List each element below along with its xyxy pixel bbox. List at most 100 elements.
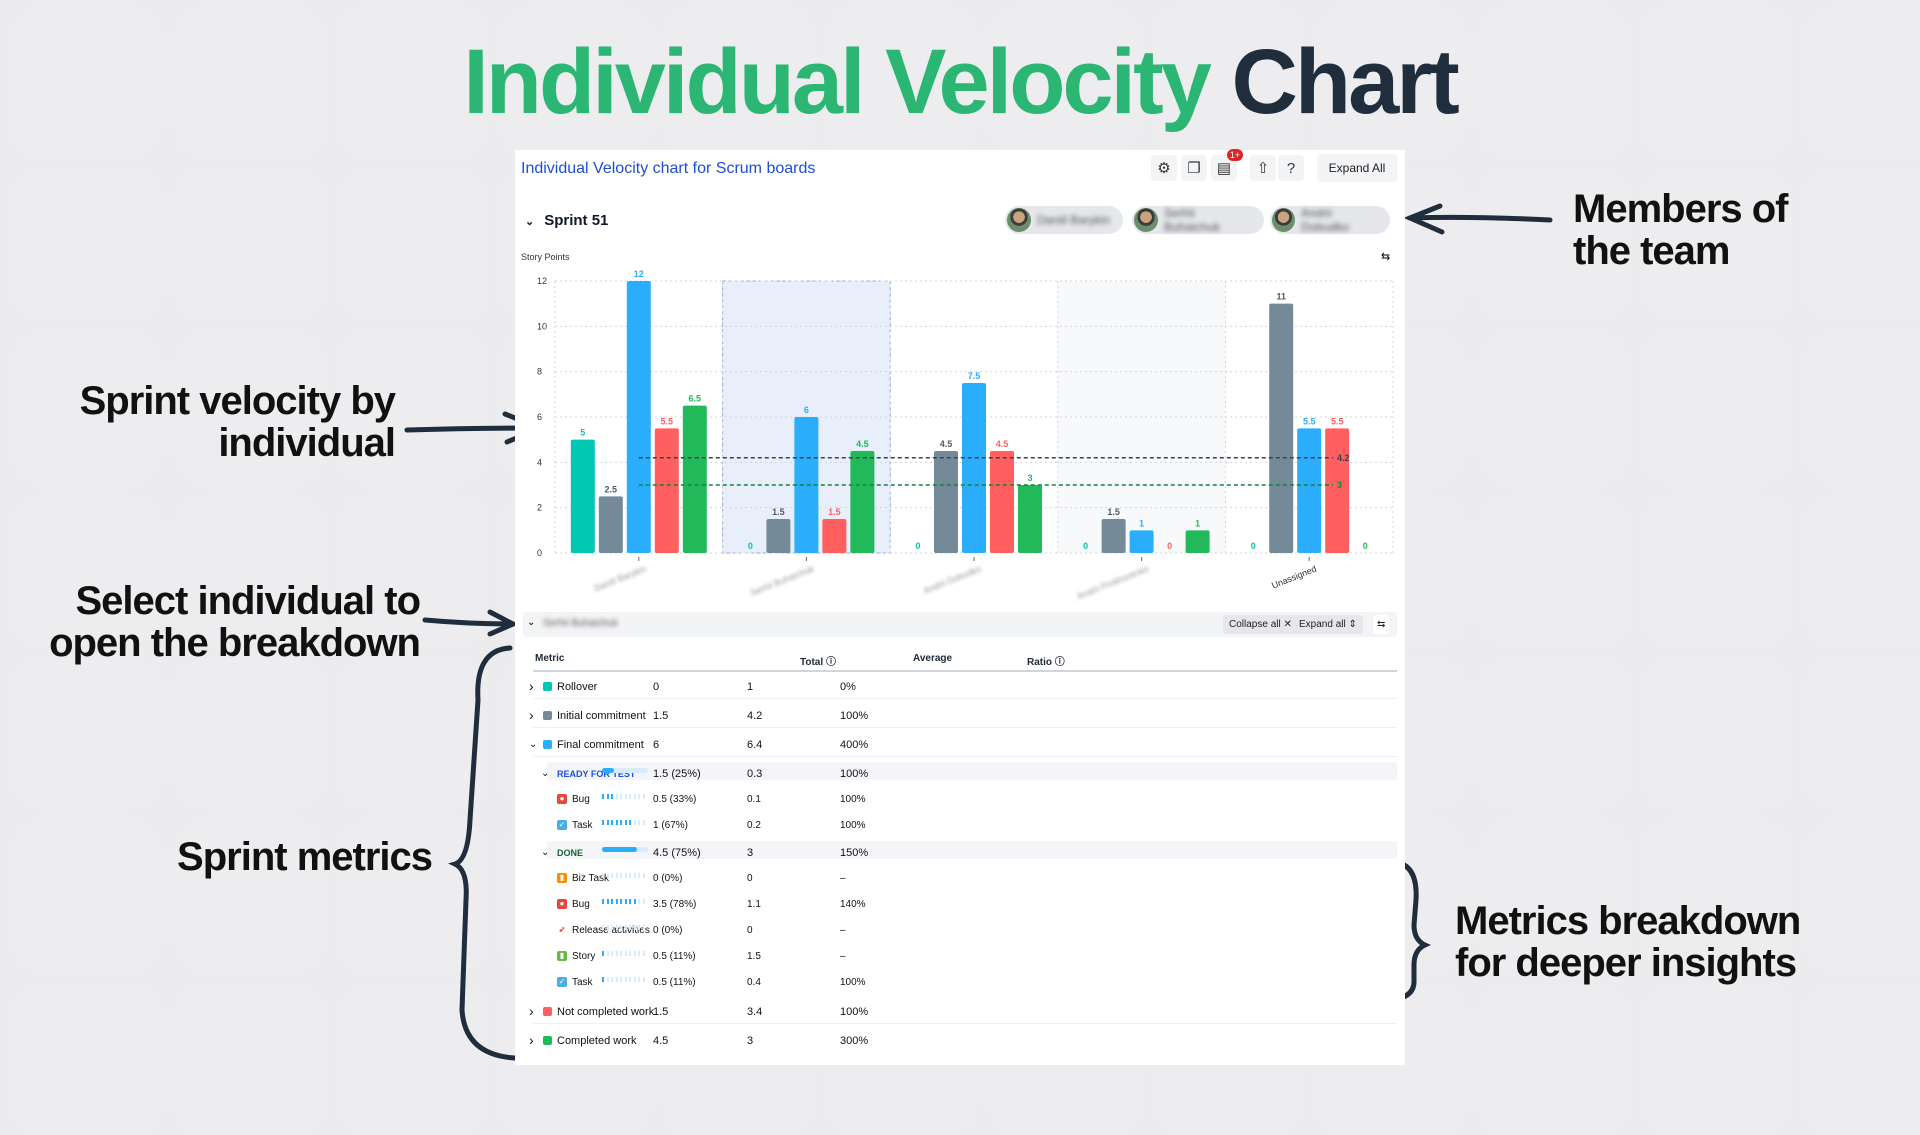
pattern-tile [1315,6,1466,157]
annotation-breakdown: Metrics breakdown for deeper insights [1455,899,1801,985]
pattern-tile [1478,332,1629,483]
x-tick-label[interactable]: Unassigned [1270,564,1318,591]
ratio-value: 100% [840,768,869,780]
total-value: 6 [653,739,660,751]
bar-not_completed[interactable] [654,428,679,553]
chevron-down-icon: ⌄ [527,617,536,628]
pattern-tile [1804,821,1920,972]
y-tick-label: 6 [537,412,542,422]
pattern-tile [174,495,325,646]
bar-final[interactable] [794,417,819,553]
chevron-down-icon: ⌄ [541,847,550,858]
progress-dots [602,899,648,904]
biz-task-icon: ▮ [557,873,567,883]
ratio-value: 100% [840,820,866,831]
pattern-tile [174,169,325,320]
report-button[interactable]: ▤ 1+ [1211,149,1243,181]
bar-initial[interactable] [598,496,623,553]
bar-not_completed[interactable] [990,451,1014,553]
progress-bar [602,847,648,852]
expand-all-rows-button[interactable]: Expand all ⇕ [1293,615,1363,634]
expand-all-button[interactable]: Expand All [1317,154,1397,182]
total-value: 0 [653,681,660,693]
help-button[interactable]: ? [1278,155,1304,181]
bar-completed[interactable] [850,451,875,553]
average-value: 3 [747,847,754,859]
series-swatch [543,711,552,723]
bar-not_completed[interactable] [822,519,847,553]
data-label: 2.5 [605,484,618,494]
average-value: 0 [747,925,753,936]
breakdown-header[interactable]: ⌄ Serhii Buhaichuk Collapse all ✕ Expand… [523,612,1397,637]
header-divider [533,670,1397,672]
bar-initial[interactable] [1101,519,1126,553]
series-swatch [543,740,552,752]
bar-completed[interactable] [1185,530,1210,553]
brace-left [448,645,518,1061]
series-swatch [543,1036,552,1048]
annotation-members: Members of the team [1573,187,1789,273]
copy-button[interactable]: ❐ [1181,155,1207,181]
data-label: 1 [1195,518,1200,528]
data-label: 12 [634,269,644,279]
report-icon: ▤ [1216,160,1232,177]
chevron-down-icon: ⌄ [541,768,550,779]
card-title[interactable]: Individual Velocity chart for Scrum boar… [521,160,816,177]
copy-icon: ❐ [1187,160,1201,177]
pattern-tile [1804,169,1920,320]
arrow-members [1407,214,1553,223]
pattern-tile [1478,658,1629,809]
settings-button[interactable]: ⚙ [1151,155,1177,181]
chevron-right-icon: › [529,1032,534,1048]
bar-final[interactable] [1297,428,1322,553]
progress-dots [602,977,648,982]
chevron-down-icon: ⌄ [525,216,535,228]
total-value: 0 (0%) [653,925,683,936]
bar-rollover[interactable] [570,439,595,553]
status-row-bg [547,841,1397,859]
bar-not_completed[interactable] [1325,428,1350,553]
pattern-tile [663,6,814,157]
share-button[interactable]: ⇧ [1250,155,1276,181]
bar-final[interactable] [626,281,651,553]
data-label: 5.5 [661,416,674,426]
data-label: 11 [1276,292,1286,302]
row-divider [533,727,1397,728]
sprint-header[interactable]: ⌄ Sprint 51 [525,212,608,229]
member-chip[interactable]: Serhii Buhaichuk [1132,206,1264,234]
average-value: 6.4 [747,739,763,751]
bar-final[interactable] [1129,530,1154,553]
average-value: 1.1 [747,899,761,910]
pattern-tile [1641,495,1792,646]
x-tick-label[interactable]: Serhii Buhaichuk [749,563,816,598]
pattern-tile [11,658,162,809]
bar-final[interactable] [962,383,986,553]
average-label: 3 [1337,480,1342,490]
member-chip[interactable]: Andrii Dobudko [1270,206,1390,234]
chart-settings-icon[interactable]: ⇆ [1381,251,1391,263]
col-total: Total ⓘ [800,657,836,668]
avatar [1134,208,1158,232]
total-value: 0.5 (11%) [653,951,696,962]
x-tick-label[interactable]: Andrii Dobudko [922,564,983,596]
notification-badge: 1+ [1226,149,1243,161]
average-value: 0 [747,873,753,884]
bar-initial[interactable] [766,519,791,553]
bar-completed[interactable] [682,405,707,553]
release-icon: ➶ [557,925,567,935]
ratio-value: 400% [840,739,869,751]
progress-dots [602,820,648,825]
member-chip[interactable]: Daniil Barykin [1005,206,1123,234]
table-settings-button[interactable]: ⇆ [1373,615,1390,634]
bar-completed[interactable] [1018,485,1042,553]
bar-initial[interactable] [934,451,958,553]
x-tick-label[interactable]: Andrii Prokhorenko [1076,564,1151,602]
pattern-tile [1641,332,1792,483]
bar-initial[interactable] [1269,303,1294,553]
collapse-all-button[interactable]: Collapse all ✕ [1223,615,1298,634]
progress-dots [602,951,648,956]
y-axis-label: Story Points [521,252,570,262]
series-swatch [543,682,552,694]
x-tick-label[interactable]: Daniil Barykin [593,564,648,594]
